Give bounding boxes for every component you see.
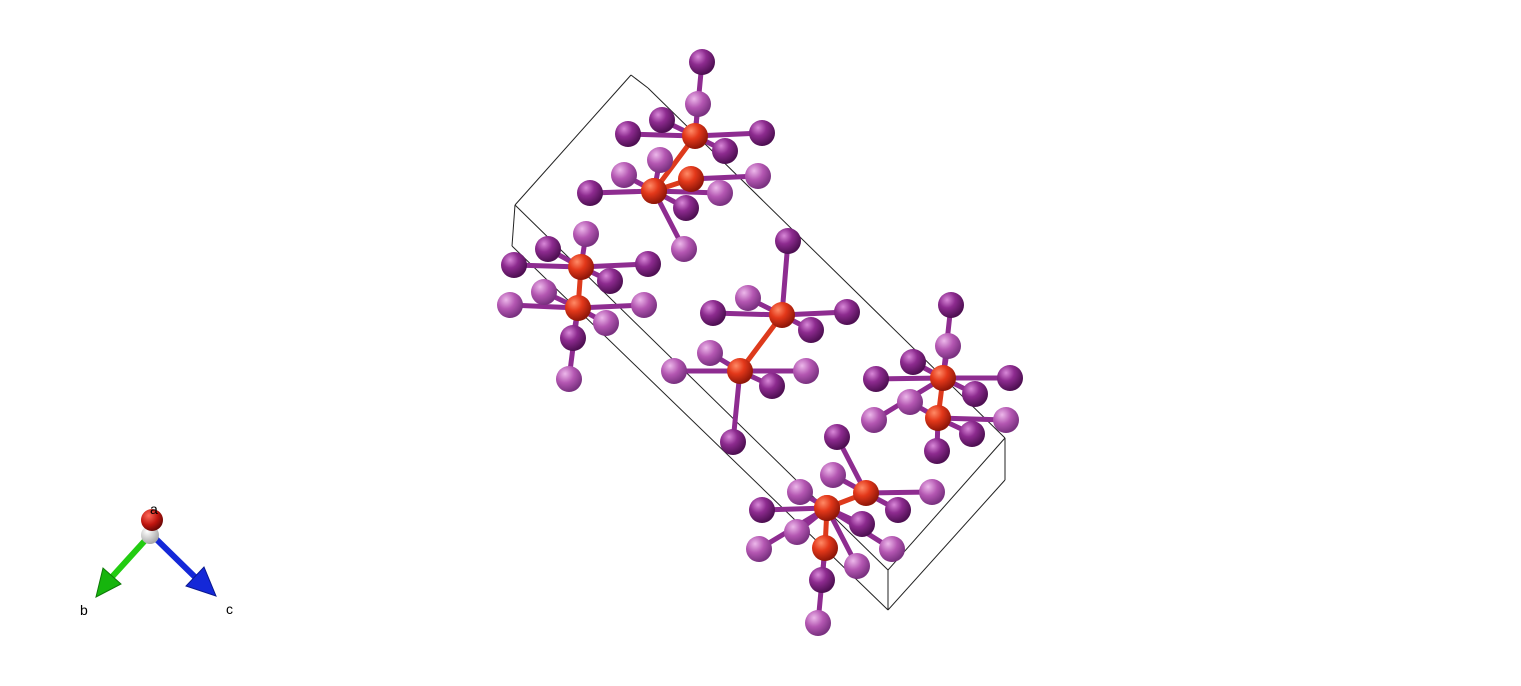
- axis-triad: a b c: [80, 501, 233, 618]
- ligand-atom: [746, 536, 772, 562]
- c-axis-label: c: [226, 601, 233, 617]
- ligand-atom: [673, 195, 699, 221]
- ligand-atom: [897, 389, 923, 415]
- metal-atom: [641, 178, 667, 204]
- ligand-atom: [615, 121, 641, 147]
- ligand-atom: [959, 421, 985, 447]
- ligand-atom: [938, 292, 964, 318]
- ligand-atom: [809, 567, 835, 593]
- ligand-atom: [573, 221, 599, 247]
- cell-edge: [514, 74, 632, 206]
- ligand-atom: [787, 479, 813, 505]
- metal-atom: [769, 302, 795, 328]
- ligand-atom: [962, 381, 988, 407]
- ligand-atom: [671, 236, 697, 262]
- ligand-atom: [924, 438, 950, 464]
- metal-atom: [930, 365, 956, 391]
- b-axis-label: b: [80, 602, 88, 618]
- a-axis-sphere: [141, 509, 163, 531]
- cell-edge: [511, 204, 516, 247]
- ligand-atom: [697, 340, 723, 366]
- ligand-atom: [759, 373, 785, 399]
- ligand-atom: [635, 251, 661, 277]
- ligand-atom: [560, 325, 586, 351]
- a-axis-label: a: [150, 501, 158, 517]
- ligand-atom: [700, 300, 726, 326]
- ligand-atom: [997, 365, 1023, 391]
- ligand-atom: [661, 358, 687, 384]
- b-axis-shaft: [108, 532, 153, 581]
- ligand-atom: [775, 228, 801, 254]
- ligand-atom: [597, 268, 623, 294]
- ligand-atom: [993, 407, 1019, 433]
- metal-atom: [727, 358, 753, 384]
- ligand-atom: [824, 424, 850, 450]
- ligand-atom: [535, 236, 561, 262]
- ligand-atom: [849, 511, 875, 537]
- c-axis-shaft: [149, 532, 199, 581]
- ligand-atom: [793, 358, 819, 384]
- ligand-atom: [611, 162, 637, 188]
- ligand-atom: [834, 299, 860, 325]
- ligand-atom: [647, 147, 673, 173]
- ligand-atom: [556, 366, 582, 392]
- metal-atom: [568, 254, 594, 280]
- ligand-atom: [885, 497, 911, 523]
- ligand-atom: [707, 180, 733, 206]
- ligand-atom: [735, 285, 761, 311]
- atom-layer: [497, 49, 1023, 636]
- ligand-atom: [501, 252, 527, 278]
- ligand-atom: [689, 49, 715, 75]
- ligand-atom: [900, 349, 926, 375]
- ligand-atom: [749, 497, 775, 523]
- ligand-atom: [631, 292, 657, 318]
- c-axis-arrowhead: [185, 566, 217, 597]
- ligand-atom: [685, 91, 711, 117]
- ligand-atom: [531, 279, 557, 305]
- b-axis-arrowhead: [95, 567, 122, 598]
- ligand-atom: [649, 107, 675, 133]
- ligand-atom: [805, 610, 831, 636]
- ligand-atom: [745, 163, 771, 189]
- metal-atom: [853, 480, 879, 506]
- ligand-atom: [935, 333, 961, 359]
- ligand-atom: [784, 519, 810, 545]
- ligand-atom: [749, 120, 775, 146]
- metal-atom: [682, 123, 708, 149]
- ligand-atom: [497, 292, 523, 318]
- cell-edge: [630, 74, 649, 89]
- ligand-atom: [798, 317, 824, 343]
- ligand-atom: [861, 407, 887, 433]
- metal-atom: [565, 295, 591, 321]
- ligand-atom: [593, 310, 619, 336]
- ligand-atom: [712, 138, 738, 164]
- metal-atom: [812, 535, 838, 561]
- ligand-atom: [820, 462, 846, 488]
- metal-atom: [678, 166, 704, 192]
- ligand-atom: [844, 553, 870, 579]
- ligand-atom: [720, 429, 746, 455]
- cell-edge: [887, 479, 1006, 611]
- ligand-atom: [577, 180, 603, 206]
- ligand-atom: [919, 479, 945, 505]
- metal-atom: [925, 405, 951, 431]
- ligand-atom: [879, 536, 905, 562]
- metal-atom: [814, 495, 840, 521]
- ligand-atom: [863, 366, 889, 392]
- cell-edge: [887, 437, 1006, 571]
